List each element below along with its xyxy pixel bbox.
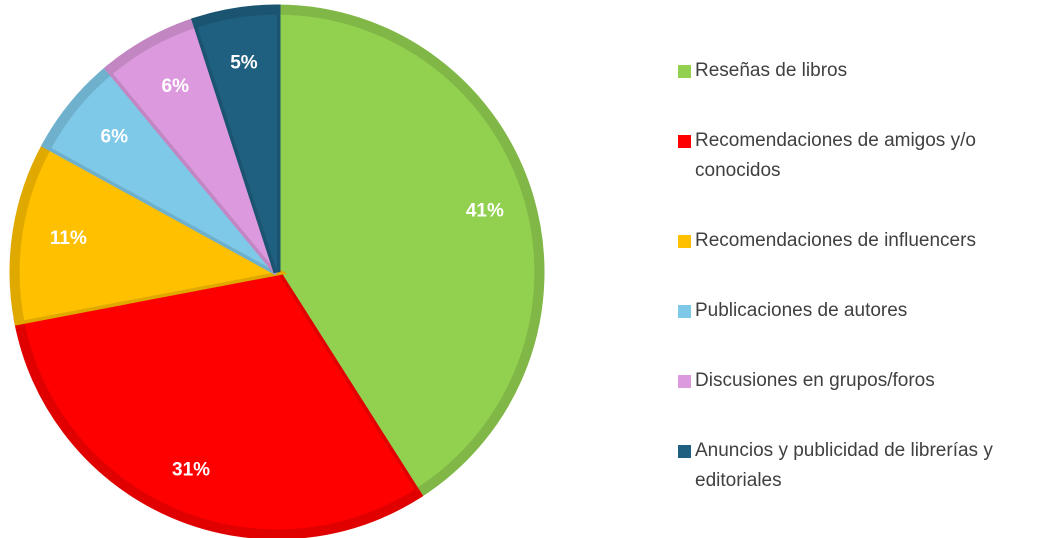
pie-slice-inner <box>197 14 277 273</box>
legend-swatch <box>678 65 691 78</box>
legend-item: Reseñas de libros <box>678 56 1043 86</box>
legend-swatch <box>678 235 691 248</box>
pie-slice-inner <box>19 147 277 321</box>
data-label: 31% <box>172 460 210 481</box>
legend-label: Recomendaciones de influencers <box>695 230 976 251</box>
data-label: 41% <box>466 201 504 222</box>
legend-label: Anuncios y publicidad de librerías y edi… <box>695 440 993 491</box>
data-label: 6% <box>162 76 190 97</box>
pie-slice-inner <box>112 27 277 272</box>
legend: Reseñas de libros Recomendaciones de amig… <box>678 56 1043 496</box>
legend-item: Discusiones en grupos/foros <box>678 366 1043 396</box>
pie-slice-inner <box>51 73 278 272</box>
legend-swatch <box>678 135 691 148</box>
legend-item: Recomendaciones de amigos y/o conocidos <box>678 126 1043 186</box>
data-label: 6% <box>101 126 129 147</box>
legend-label: Reseñas de libros <box>695 60 848 81</box>
legend-label: Publicaciones de autores <box>695 300 908 321</box>
legend-item: Publicaciones de autores <box>678 296 1043 326</box>
pie-area: 41% 31% 11% 6% 6% 5% <box>9 4 545 538</box>
legend-swatch <box>678 375 691 388</box>
data-label: 5% <box>230 52 258 73</box>
legend-label: Discusiones en grupos/foros <box>695 370 935 391</box>
legend-item: Anuncios y publicidad de librerías y edi… <box>678 436 1043 496</box>
legend-item: Recomendaciones de influencers <box>678 226 1043 256</box>
legend-swatch <box>678 305 691 318</box>
legend-swatch <box>678 445 691 458</box>
pie-slice-inner <box>24 272 415 530</box>
data-label: 11% <box>50 228 87 249</box>
legend-label: Recomendaciones de amigos y/o conocidos <box>695 130 976 181</box>
